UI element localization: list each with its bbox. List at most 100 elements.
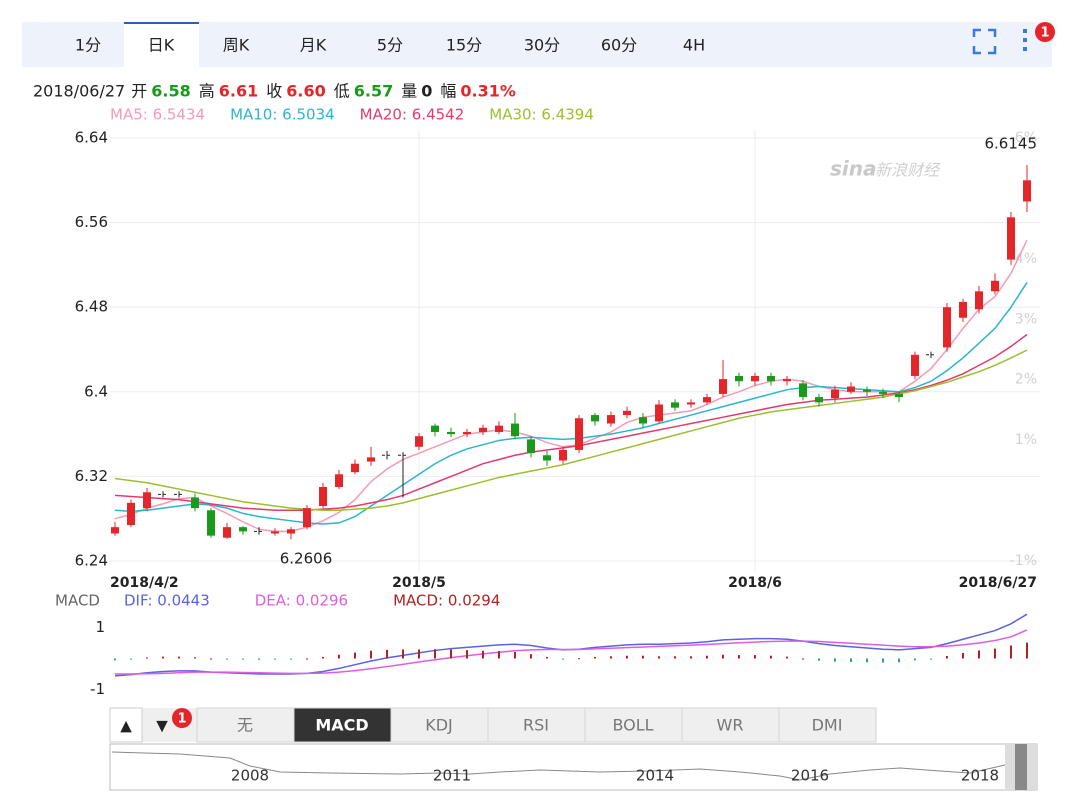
arrow-up[interactable] [109,707,143,743]
indicator-tab[interactable] [196,707,295,743]
tab[interactable]: 周K [223,36,250,55]
tab[interactable]: 60分 [601,36,637,55]
y-tick-label: -1 [90,680,105,698]
macd-bar [178,656,180,659]
info-label: 开 [131,82,147,101]
indicator-tab[interactable] [778,707,877,743]
macd-bar [738,655,740,659]
candle-body [591,415,599,422]
fullscreen-glyph [972,28,997,55]
candle-body [287,529,295,534]
candle-body [1007,217,1015,260]
candle-body [543,455,551,461]
info-value: 0.31% [460,82,516,101]
y-tick-label: 6.24 [75,552,108,570]
indicator-tab[interactable] [390,707,489,743]
macd-bar [226,658,228,660]
tab[interactable]: 月K [300,36,327,55]
arrow-up-text: ▲ [120,717,132,735]
year-label: 2008 [231,767,269,785]
candle-body [415,436,423,447]
info-label: 收 [266,82,282,101]
info-label: 低 [334,82,350,101]
macd-bar [834,658,836,662]
macd-bar [146,657,148,659]
macd-bar [562,658,564,660]
macd-title: MACD [55,592,100,610]
macd-bar [786,656,788,659]
tab[interactable]: 日K [148,36,175,55]
candle-body [559,449,567,461]
candle-body [527,439,535,454]
ma-line [114,282,1028,525]
legend-item: DEA: 0.0296 [255,592,348,610]
y2-tick-label: 6% [1015,130,1037,146]
info-value: 6.60 [286,82,325,101]
watermark: sina 新浪财经 [830,157,941,181]
legend-item: MACD: 0.0294 [393,592,500,610]
macd-bar [818,658,820,661]
tab[interactable]: 5分 [377,36,403,55]
candle-body [447,431,455,435]
x-tick-label: 2018/5 [392,575,446,591]
macd-bar [370,650,372,659]
macd-bar [930,658,932,660]
indicator-tab-label: DMI [812,716,843,735]
menu-icon[interactable] [1023,29,1027,51]
candle-body [431,425,439,432]
candle-body [783,379,791,382]
legend-item: DIF: 0.0443 [124,592,210,610]
y2-tick-label: 3% [1015,311,1037,327]
tab[interactable]: 1分 [75,36,101,55]
candle-body [463,431,471,435]
navigator-handle[interactable] [1015,744,1027,790]
date: 2018/06/27 [33,82,125,101]
indicator-tab-label: MACD [315,716,368,735]
macd-bar [850,658,852,662]
y-tick-label: 6.64 [75,129,108,147]
macd-bar [658,656,660,659]
fullscreen-icon[interactable] [972,28,997,55]
ma-line [114,333,1028,511]
tab[interactable]: 4H [683,36,705,55]
candle-body [863,389,871,392]
candle-body [767,375,775,382]
tab[interactable]: 30分 [524,36,560,55]
indicator-tab-label: BOLL [612,716,653,735]
candle-body [687,402,695,405]
macd-bar [898,658,900,663]
tab[interactable]: 15分 [446,36,482,55]
candle-body [351,463,359,473]
macd-bar [274,658,276,660]
year-label: 2011 [433,767,471,785]
candle-body [991,280,999,292]
info-label: 高 [199,82,215,101]
active-tab [124,22,199,67]
candle-body [207,510,215,536]
menu-dot [1023,47,1027,51]
indicator-tab[interactable] [487,707,586,743]
macd-bar [914,658,916,661]
candle-body [495,425,503,432]
min-label: 6.2606 [280,550,333,568]
macd-bar [402,649,404,659]
legend-item: MA30: 6.4394 [489,106,594,124]
candle-body [879,391,887,394]
candle-body [127,502,135,526]
legend-item: MA5: 6.5434 [110,106,205,124]
macd-bar [610,656,612,659]
candle-body [111,527,119,534]
macd-bar [386,649,388,659]
badge [1035,22,1055,42]
y-tick-label: 6.32 [75,467,108,485]
macd-bar [994,648,996,659]
indicator-tab-label: RSI [523,716,549,735]
macd-bar [946,656,948,659]
candle-body [943,307,951,348]
macd-bar [978,650,980,659]
candle-body [335,474,343,487]
macd-bar [706,655,708,659]
candle-body [975,291,983,310]
info-label: 幅 [440,82,456,101]
info-value: 6.61 [219,82,258,101]
